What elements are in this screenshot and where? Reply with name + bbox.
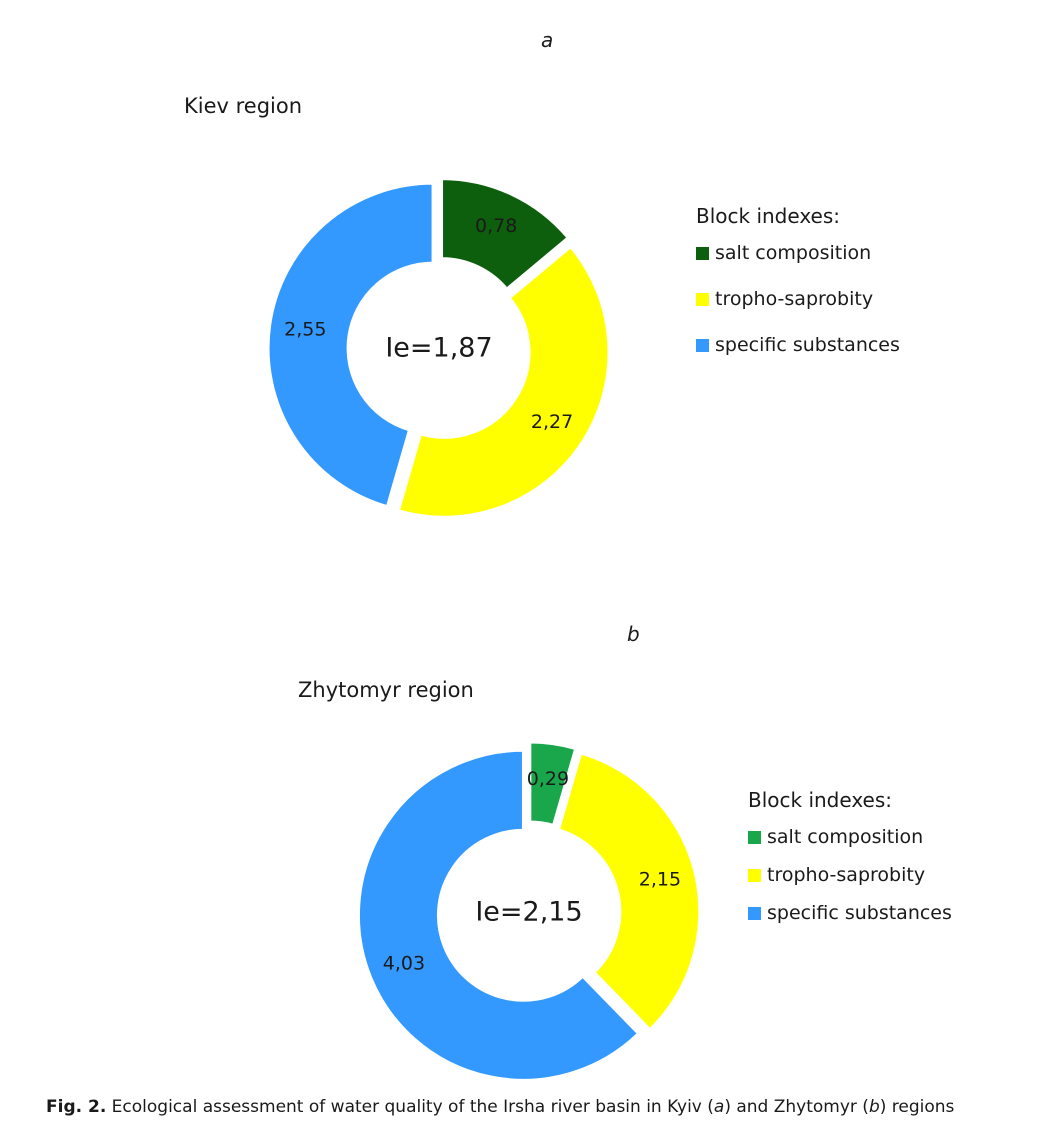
legend-swatch — [696, 338, 709, 352]
legend-item-salt-composition: salt composition — [696, 240, 900, 266]
slice-tropho-saprobity — [556, 751, 702, 1032]
caption-letter-b: b — [868, 1097, 880, 1117]
slice-salt-composition — [440, 177, 571, 292]
legend-title: Block indexes: — [696, 204, 841, 228]
legend-swatch — [696, 246, 709, 260]
caption-text: ) and Zhytomyr ( — [724, 1097, 869, 1117]
slice-salt-composition — [528, 740, 578, 828]
figure-caption: Fig. 2. Ecological assessment of water q… — [46, 1097, 954, 1117]
legend-swatch — [748, 868, 761, 882]
legend-label: salt composition — [715, 242, 872, 264]
legend-swatch — [748, 906, 761, 920]
legend-item-salt-composition: salt composition — [748, 824, 952, 850]
donut-chart-kiev: 0,78 2,27 2,55 Ie=1,87 — [266, 177, 611, 519]
slice-specific-substances — [357, 748, 641, 1082]
data-label-specific-substances: 4,03 — [383, 952, 425, 974]
slice-tropho-saprobity — [396, 244, 611, 519]
center-label: Ie=1,87 — [385, 333, 492, 364]
donut-chart-zhytomyr: 0,29 2,15 4,03 Ie=2,15 — [357, 740, 702, 1082]
caption-text: ) regions — [879, 1097, 955, 1117]
legend-swatch — [748, 830, 761, 844]
panel-letter-a: a — [541, 28, 554, 52]
legend-label: tropho-saprobity — [715, 288, 874, 310]
slice-specific-substances — [266, 181, 435, 509]
panel-letter-b: b — [627, 622, 640, 646]
center-label: Ie=2,15 — [475, 897, 582, 928]
chart-title-zhytomyr: Zhytomyr region — [298, 678, 474, 702]
caption-text: Ecological assessment of water quality o… — [106, 1097, 714, 1117]
legend-item-tropho-saprobity: tropho-saprobity — [748, 862, 952, 888]
legend-label: tropho-saprobity — [767, 864, 926, 886]
legend-item-specific-substances: specific substances — [748, 900, 952, 926]
legend-label: specific substances — [767, 902, 952, 924]
legend-kiev: Block indexes: salt composition tropho-s… — [696, 204, 900, 358]
chart-title-kiev: Kiev region — [184, 94, 303, 118]
legend-item-specific-substances: specific substances — [696, 332, 900, 358]
legend-label: specific substances — [715, 334, 900, 356]
caption-label: Fig. 2. — [46, 1097, 107, 1117]
data-label-tropho-saprobity: 2,15 — [639, 869, 681, 891]
legend-title: Block indexes: — [748, 788, 893, 812]
legend-zhytomyr: Block indexes: salt composition tropho-s… — [748, 788, 952, 926]
caption-letter-a: a — [713, 1097, 725, 1117]
legend-item-tropho-saprobity: tropho-saprobity — [696, 286, 900, 312]
data-label-salt-composition: 0,78 — [475, 215, 517, 237]
data-label-specific-substances: 2,55 — [284, 319, 326, 341]
legend-label: salt composition — [767, 826, 924, 848]
data-label-tropho-saprobity: 2,27 — [531, 411, 573, 433]
legend-swatch — [696, 292, 709, 306]
data-label-salt-composition: 0,29 — [527, 768, 569, 790]
